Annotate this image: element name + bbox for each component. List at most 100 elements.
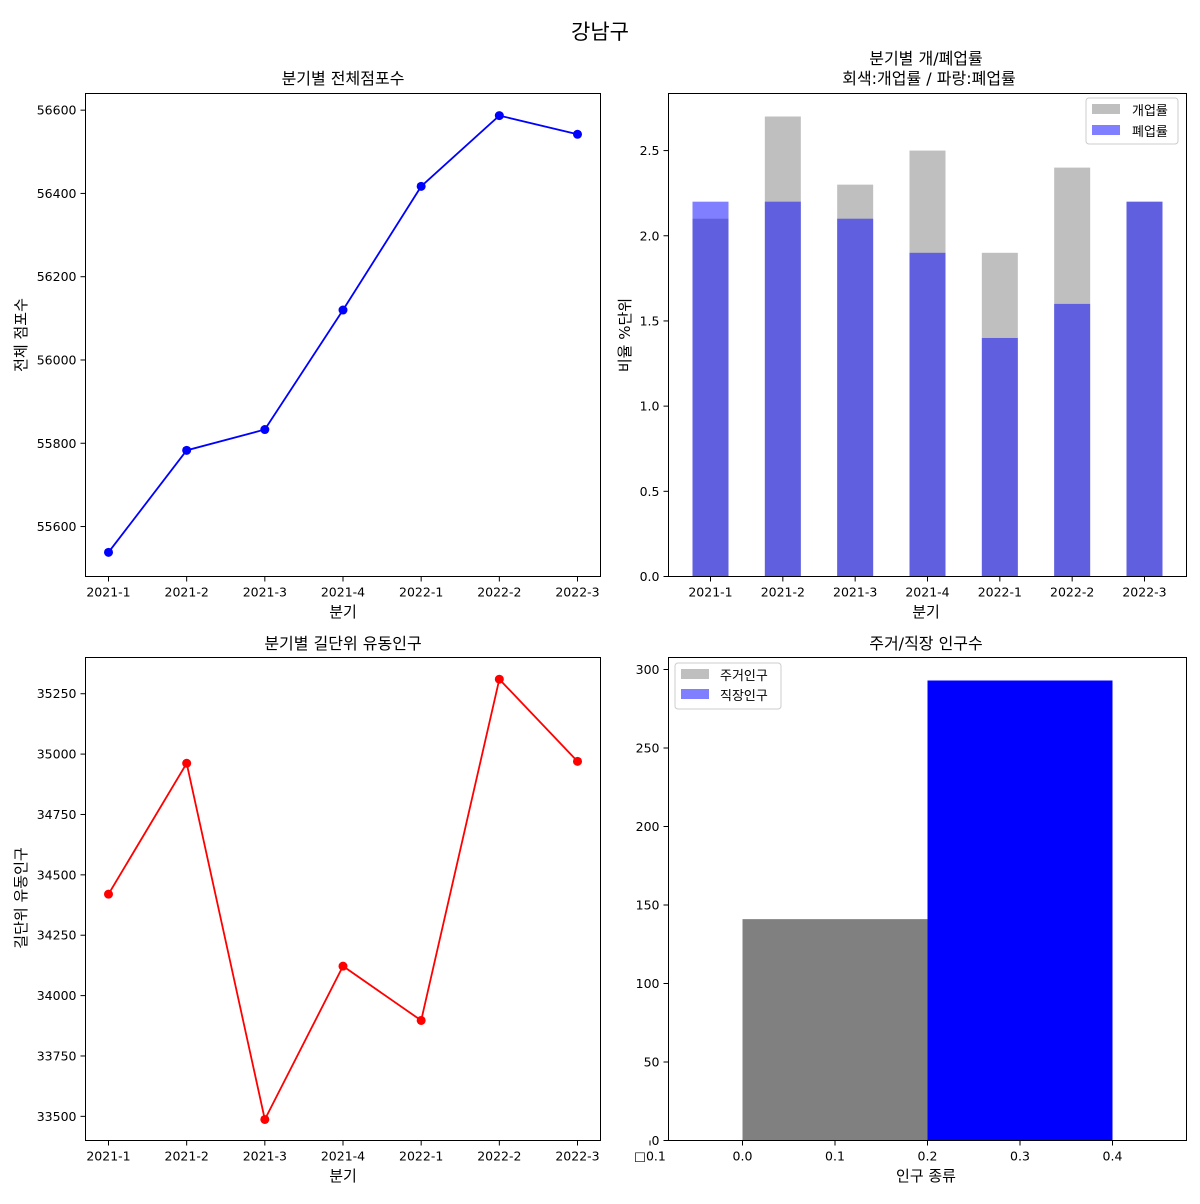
population-legend: 주거인구 직장인구 (674, 662, 782, 710)
rate-frame (668, 93, 1187, 577)
store-count-xlabel: 분기 (329, 603, 357, 621)
store-count-xtick-label: 2021-1 (86, 585, 130, 600)
store-count-xtick-label: 2021-3 (243, 585, 287, 600)
rate-title-line2: 회색:개업률 / 파랑:폐업률 (842, 69, 1016, 88)
rate-ylabel: 비율 %단위 (616, 298, 634, 372)
population-frame (668, 657, 1187, 1141)
population-ytick-label: 50 (644, 1055, 660, 1070)
rate-xtick-label: 2021-1 (688, 585, 732, 600)
open-close-rate-chart: 분기별 개/폐업률 회색:개업률 / 파랑:폐업률 분기 비율 %단위 0.0 0… (616, 49, 1187, 621)
store-count-data-point (338, 305, 348, 315)
population-ytick-label: 150 (636, 898, 660, 913)
foot-traffic-ytick-label: 34250 (37, 928, 77, 943)
population-ytick-label: 200 (636, 819, 660, 834)
legend-label-close: 폐업률 (1132, 125, 1168, 140)
rate-bar-close (981, 337, 1018, 577)
foot-traffic-xtick-label: 2021-1 (86, 1149, 130, 1164)
population-xtick-label: 0.3 (1010, 1149, 1030, 1164)
store-count-xtick-label: 2022-1 (399, 585, 443, 600)
store-count-ytick-label: 56000 (37, 352, 77, 367)
population-xtick-label: 0.2 (918, 1149, 938, 1164)
store-count-data-point (416, 181, 426, 191)
store-count-xtick-label: 2021-2 (165, 585, 209, 600)
store-count-chart: 분기별 전체점포수 분기 전체 점포수 55600 55800 56000 56200… (12, 69, 601, 621)
store-count-frame (85, 93, 601, 577)
rate-ytick-label: 2.5 (640, 143, 660, 158)
population-xtick-label: 0.0 (733, 1149, 753, 1164)
foot-traffic-ytick-label: 33750 (37, 1048, 77, 1063)
rate-xtick-label: 2021-3 (833, 585, 877, 600)
rate-title-line1: 분기별 개/폐업률 (869, 49, 983, 68)
rate-ytick-label: 1.5 (640, 313, 660, 328)
population-xtick-label: 0.4 (1103, 1149, 1123, 1164)
foot-traffic-xtick-label: 2021-4 (321, 1149, 365, 1164)
rate-xtick-label: 2021-4 (905, 585, 949, 600)
foot-traffic-data-point (182, 758, 192, 768)
rate-xtick-label: 2022-1 (978, 585, 1022, 600)
rate-bar-close (837, 218, 874, 577)
store-count-ytick-label: 56400 (37, 186, 77, 201)
store-count-data-point (260, 425, 270, 435)
foot-traffic-xlabel: 분기 (329, 1167, 357, 1185)
foot-traffic-ytick-label: 35250 (37, 686, 77, 701)
foot-traffic-title: 분기별 길단위 유동인구 (264, 634, 421, 653)
foot-traffic-ytick-label: 34000 (37, 988, 77, 1003)
store-count-data-point (104, 547, 113, 557)
rate-xtick-label: 2021-2 (761, 585, 805, 600)
population-xtick-label: 0.1 (825, 1149, 845, 1164)
population-ytick-label: 0 (652, 1133, 660, 1148)
store-count-ytick-label: 55600 (37, 519, 77, 534)
population-title: 주거/직장 인구수 (869, 634, 983, 653)
population-ytick-label: 250 (636, 741, 660, 756)
legend-label-workplace: 직장인구 (720, 689, 768, 704)
rate-xtick-label: 2022-3 (1122, 585, 1166, 600)
store-count-data-point (494, 111, 504, 121)
population-bar-workplace (927, 680, 1113, 1141)
store-count-xtick-label: 2021-4 (321, 585, 365, 600)
store-count-ytick-label: 56600 (37, 103, 77, 118)
foot-traffic-xtick-label: 2021-2 (165, 1149, 209, 1164)
foot-traffic-data-point (338, 961, 348, 971)
population-ytick-label: 300 (636, 662, 660, 677)
population-ytick-label: 100 (636, 976, 660, 991)
rate-legend: 개업률 폐업률 (1085, 97, 1179, 145)
foot-traffic-data-point (104, 889, 113, 899)
rate-bar-close (692, 201, 729, 577)
store-count-series-line (107, 114, 578, 553)
store-count-xtick-label: 2022-2 (477, 585, 521, 600)
figure-title: 강남구 (571, 20, 629, 44)
population-bar-residential (742, 919, 928, 1141)
rate-ytick-label: 0.5 (640, 484, 660, 499)
rate-ytick-label: 0.0 (640, 569, 660, 584)
rate-ytick-label: 2.0 (640, 228, 660, 243)
foot-traffic-series-line (107, 677, 579, 1123)
rate-bar-close (1054, 303, 1091, 577)
foot-traffic-xtick-label: 2021-3 (243, 1149, 287, 1164)
foot-traffic-xtick-label: 2022-3 (555, 1149, 599, 1164)
store-count-data-point (573, 129, 582, 139)
foot-traffic-xtick-label: 2022-1 (399, 1149, 443, 1164)
foot-traffic-chart: 분기별 길단위 유동인구 분기 길단위 유동인구 33500 33750 34000… (12, 634, 601, 1185)
legend-label-open: 개업률 (1132, 104, 1168, 119)
foot-traffic-ytick-label: 35000 (37, 747, 77, 762)
foot-traffic-ytick-label: 34500 (37, 867, 77, 882)
legend-label-residential: 주거인구 (720, 669, 768, 684)
rate-bar-close (764, 201, 801, 577)
legend-swatch-open (1092, 104, 1120, 114)
legend-swatch-close (1092, 125, 1120, 135)
foot-traffic-data-point (416, 1015, 426, 1025)
rate-xtick-label: 2022-2 (1050, 585, 1094, 600)
rate-bar-close (1126, 201, 1163, 577)
foot-traffic-frame (85, 657, 601, 1141)
store-count-ylabel: 전체 점포수 (12, 298, 30, 372)
legend-swatch-workplace (681, 689, 709, 699)
rate-bar-close (909, 252, 946, 577)
store-count-ytick-label: 55800 (37, 436, 77, 451)
rate-ytick-label: 1.0 (640, 399, 660, 414)
store-count-ytick-label: 56200 (37, 269, 77, 284)
store-count-title: 분기별 전체점포수 (282, 69, 405, 88)
foot-traffic-xtick-label: 2022-2 (477, 1149, 521, 1164)
store-count-data-point (182, 445, 192, 455)
